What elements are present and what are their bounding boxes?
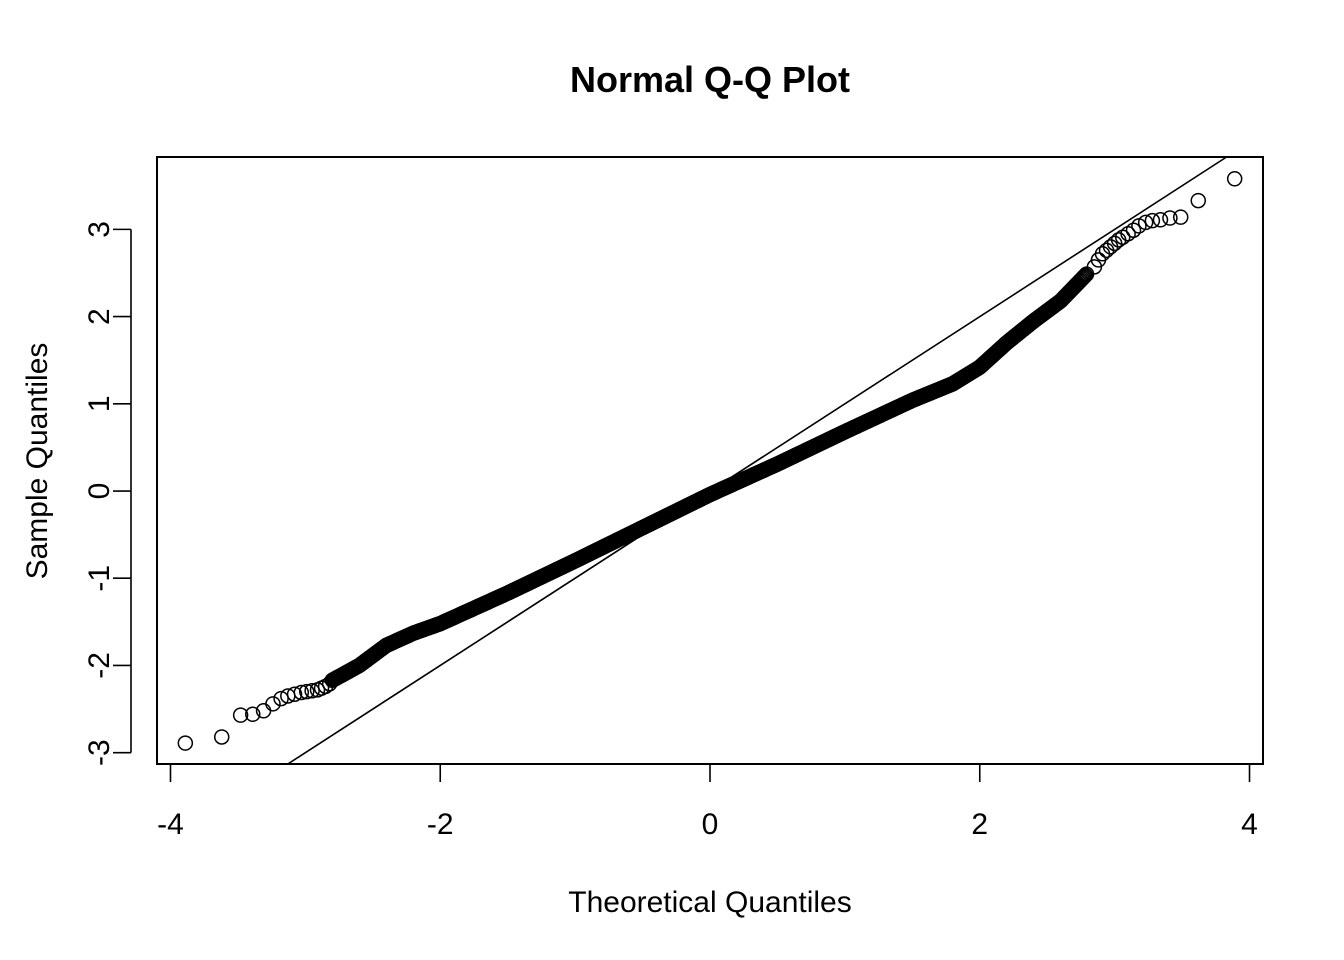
- y-tick-label: 3: [83, 221, 116, 238]
- data-point: [1074, 271, 1090, 287]
- y-axis-label: Sample Quantiles: [21, 343, 54, 580]
- data-point: [1152, 212, 1169, 228]
- data-point: [213, 729, 230, 745]
- data-point: [1137, 214, 1154, 231]
- data-point: [286, 686, 303, 702]
- data-point: [304, 682, 320, 699]
- y-tick-label: -2: [83, 652, 116, 679]
- x-tick-label: 2: [971, 808, 988, 841]
- y-tick-label: -3: [83, 739, 116, 766]
- y-tick-label: 2: [83, 308, 116, 325]
- data-point: [1226, 171, 1243, 187]
- data-point: [293, 684, 310, 701]
- data-point: [1125, 222, 1142, 239]
- y-tick-label: -1: [83, 565, 116, 592]
- x-tick-label: -4: [157, 808, 184, 841]
- plot-frame: [156, 156, 1264, 765]
- data-point: [1106, 235, 1123, 252]
- y-tick-label: 0: [83, 483, 116, 500]
- data-point: [1078, 266, 1095, 282]
- reference-line: [287, 156, 1228, 765]
- data-point: [1077, 267, 1094, 284]
- data-point: [1162, 210, 1178, 226]
- data-point: [273, 690, 289, 707]
- x-tick-label: 0: [702, 808, 719, 841]
- x-axis-label: Theoretical Quantiles: [568, 886, 851, 919]
- data-point: [1075, 269, 1091, 286]
- y-tick-label: 1: [83, 395, 116, 412]
- data-point: [1076, 268, 1093, 285]
- data-point: [1172, 209, 1189, 225]
- data-point: [245, 706, 261, 723]
- x-tick-label: 4: [1241, 808, 1258, 841]
- x-axis: -4 -2 0 2 4: [157, 763, 1258, 841]
- data-points: [177, 171, 1243, 751]
- data-point: [298, 683, 315, 700]
- data-point: [232, 707, 249, 723]
- data-point: [1144, 212, 1161, 229]
- y-axis: -3 -2 -1 0 1 2 3: [83, 221, 132, 766]
- data-point: [1073, 272, 1089, 288]
- chart-title: Normal Q-Q Plot: [570, 59, 850, 100]
- x-tick-label: -2: [427, 808, 454, 841]
- data-point: [1190, 192, 1207, 209]
- data-point: [265, 696, 281, 712]
- data-point: [177, 735, 194, 751]
